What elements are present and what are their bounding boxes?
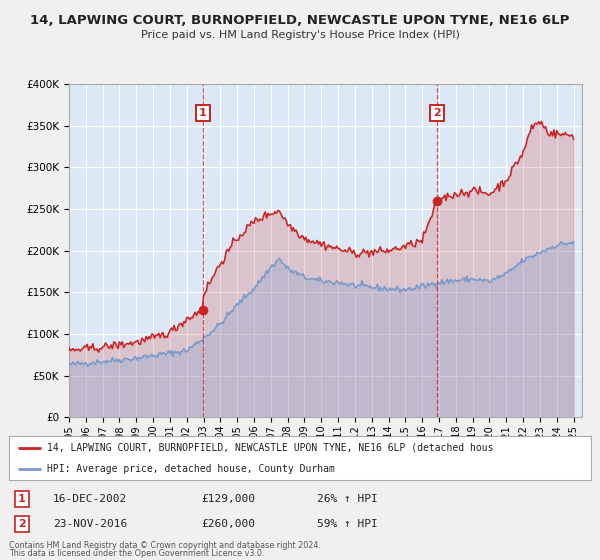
Text: This data is licensed under the Open Government Licence v3.0.: This data is licensed under the Open Gov… bbox=[9, 549, 265, 558]
Text: 26% ↑ HPI: 26% ↑ HPI bbox=[317, 494, 378, 504]
Text: £260,000: £260,000 bbox=[201, 519, 255, 529]
Text: 59% ↑ HPI: 59% ↑ HPI bbox=[317, 519, 378, 529]
Text: 23-NOV-2016: 23-NOV-2016 bbox=[53, 519, 127, 529]
Text: £129,000: £129,000 bbox=[201, 494, 255, 504]
Text: 14, LAPWING COURT, BURNOPFIELD, NEWCASTLE UPON TYNE, NE16 6LP: 14, LAPWING COURT, BURNOPFIELD, NEWCASTL… bbox=[31, 14, 569, 27]
Text: 2: 2 bbox=[18, 519, 26, 529]
Text: 16-DEC-2002: 16-DEC-2002 bbox=[53, 494, 127, 504]
Text: Price paid vs. HM Land Registry's House Price Index (HPI): Price paid vs. HM Land Registry's House … bbox=[140, 30, 460, 40]
Text: 1: 1 bbox=[18, 494, 26, 504]
Text: HPI: Average price, detached house, County Durham: HPI: Average price, detached house, Coun… bbox=[47, 464, 335, 474]
Text: 14, LAPWING COURT, BURNOPFIELD, NEWCASTLE UPON TYNE, NE16 6LP (detached hous: 14, LAPWING COURT, BURNOPFIELD, NEWCASTL… bbox=[47, 443, 493, 453]
Text: 1: 1 bbox=[199, 108, 207, 118]
Text: Contains HM Land Registry data © Crown copyright and database right 2024.: Contains HM Land Registry data © Crown c… bbox=[9, 541, 321, 550]
Text: 2: 2 bbox=[433, 108, 441, 118]
